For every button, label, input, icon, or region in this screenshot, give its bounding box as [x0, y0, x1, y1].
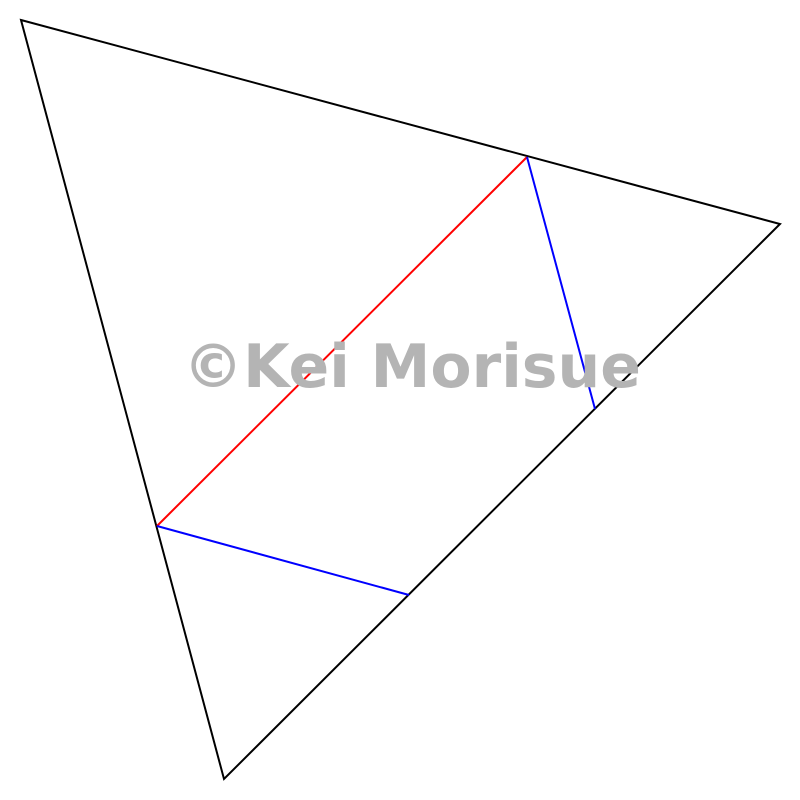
watermark-text: ©Kei Morisue — [183, 332, 641, 402]
blue-crease-line-bottom — [157, 526, 409, 595]
